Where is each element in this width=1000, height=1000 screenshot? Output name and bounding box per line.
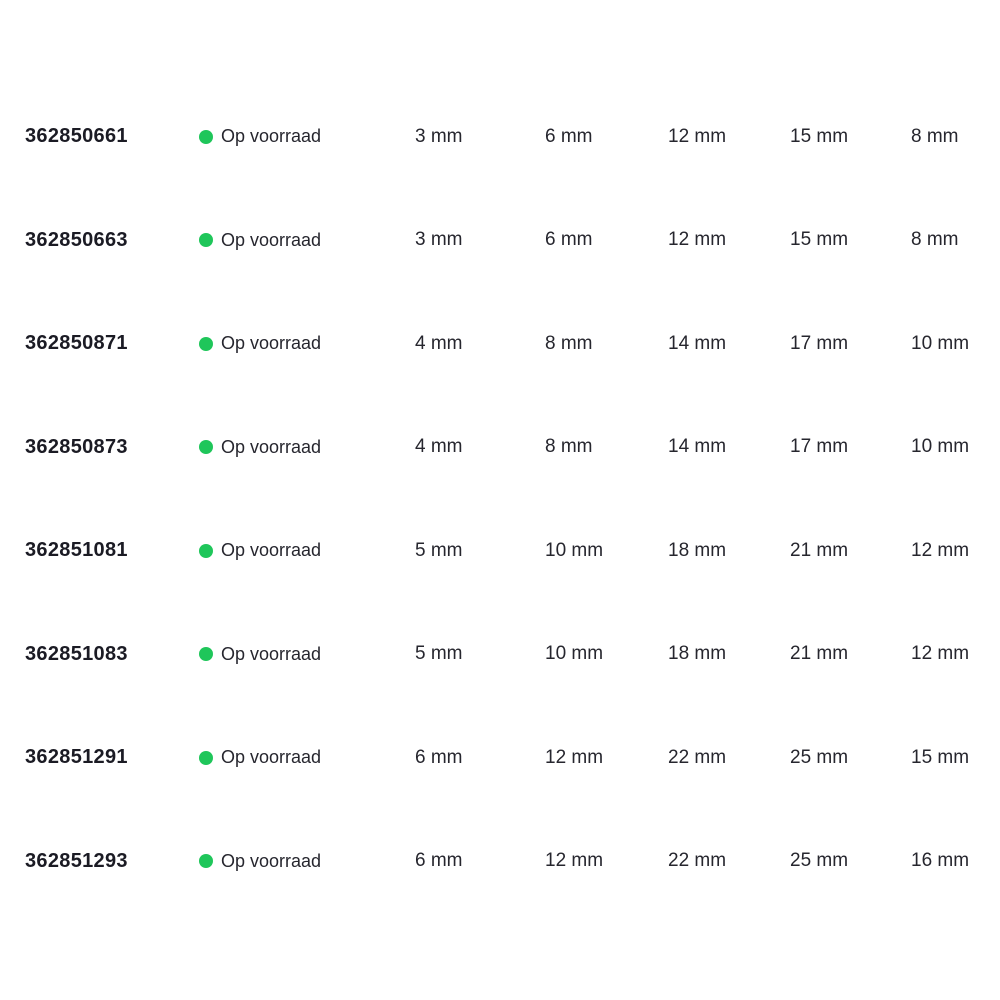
dimension-value-2: 8 mm: [545, 332, 593, 354]
in-stock-dot-icon: [199, 750, 213, 765]
dimension-value-5: 16 mm: [911, 850, 970, 872]
dimension-value-5: 10 mm: [911, 436, 970, 458]
dimension-value-3: 22 mm: [668, 746, 727, 768]
table-row[interactable]: 362851291 Op voorraad 6 mm 12 mm 22 mm 2…: [0, 706, 1000, 810]
dimension-value-2: 10 mm: [545, 539, 604, 561]
stock-status-label: Op voorraad: [221, 540, 322, 561]
dimension-value-3: 14 mm: [668, 436, 727, 458]
product-number: 362850873: [25, 435, 128, 458]
stock-status: Op voorraad: [199, 230, 415, 251]
product-number: 362851081: [25, 539, 128, 562]
dimension-value-2: 8 mm: [545, 436, 593, 458]
dimension-value-3: 18 mm: [668, 539, 727, 561]
in-stock-dot-icon: [199, 647, 213, 662]
product-variant-table: 362850661 Op voorraad 3 mm 6 mm 12 mm 15…: [0, 85, 1000, 913]
dimension-value-4: 25 mm: [790, 850, 849, 872]
stock-status: Op voorraad: [199, 333, 415, 354]
dimension-value-4: 25 mm: [790, 746, 849, 768]
product-number: 362851291: [25, 746, 128, 769]
in-stock-dot-icon: [199, 129, 213, 144]
stock-status: Op voorraad: [199, 437, 415, 458]
dimension-value-4: 21 mm: [790, 643, 849, 665]
dimension-value-1: 5 mm: [415, 643, 463, 665]
stock-status: Op voorraad: [199, 540, 415, 561]
table-row[interactable]: 362851293 Op voorraad 6 mm 12 mm 22 mm 2…: [0, 810, 1000, 914]
stock-status-label: Op voorraad: [221, 643, 322, 664]
dimension-value-2: 6 mm: [545, 125, 593, 147]
product-number: 362850663: [25, 228, 128, 251]
stock-status: Op voorraad: [199, 644, 415, 665]
dimension-value-1: 6 mm: [415, 746, 463, 768]
table-row[interactable]: 362850661 Op voorraad 3 mm 6 mm 12 mm 15…: [0, 85, 1000, 189]
dimension-value-4: 17 mm: [790, 332, 849, 354]
table-row[interactable]: 362851081 Op voorraad 5 mm 10 mm 18 mm 2…: [0, 499, 1000, 603]
dimension-value-2: 10 mm: [545, 643, 604, 665]
table-row[interactable]: 362850873 Op voorraad 4 mm 8 mm 14 mm 17…: [0, 396, 1000, 500]
dimension-value-4: 15 mm: [790, 229, 849, 251]
in-stock-dot-icon: [199, 440, 213, 455]
dimension-value-4: 17 mm: [790, 436, 849, 458]
dimension-value-2: 6 mm: [545, 229, 593, 251]
dimension-value-5: 8 mm: [911, 125, 959, 147]
product-number: 362851083: [25, 642, 128, 665]
stock-status: Op voorraad: [199, 851, 415, 872]
dimension-value-3: 14 mm: [668, 332, 727, 354]
product-number: 362851293: [25, 849, 128, 872]
dimension-value-3: 12 mm: [668, 229, 727, 251]
dimension-value-5: 10 mm: [911, 332, 970, 354]
stock-status: Op voorraad: [199, 747, 415, 768]
table-row[interactable]: 362850663 Op voorraad 3 mm 6 mm 12 mm 15…: [0, 189, 1000, 293]
product-number: 362850871: [25, 332, 128, 355]
dimension-value-1: 3 mm: [415, 229, 463, 251]
in-stock-dot-icon: [199, 854, 213, 869]
in-stock-dot-icon: [199, 543, 213, 558]
dimension-value-2: 12 mm: [545, 746, 604, 768]
stock-status-label: Op voorraad: [221, 126, 322, 147]
dimension-value-5: 12 mm: [911, 643, 970, 665]
stock-status-label: Op voorraad: [221, 229, 322, 250]
dimension-value-3: 18 mm: [668, 643, 727, 665]
stock-status-label: Op voorraad: [221, 747, 322, 768]
stock-status-label: Op voorraad: [221, 850, 322, 871]
stock-status-label: Op voorraad: [221, 436, 322, 457]
dimension-value-3: 22 mm: [668, 850, 727, 872]
dimension-value-5: 12 mm: [911, 539, 970, 561]
table-row[interactable]: 362850871 Op voorraad 4 mm 8 mm 14 mm 17…: [0, 292, 1000, 396]
dimension-value-5: 15 mm: [911, 746, 970, 768]
dimension-value-1: 3 mm: [415, 125, 463, 147]
dimension-value-5: 8 mm: [911, 229, 959, 251]
dimension-value-3: 12 mm: [668, 125, 727, 147]
dimension-value-4: 21 mm: [790, 539, 849, 561]
dimension-value-1: 4 mm: [415, 436, 463, 458]
stock-status: Op voorraad: [199, 126, 415, 147]
dimension-value-2: 12 mm: [545, 850, 604, 872]
dimension-value-1: 4 mm: [415, 332, 463, 354]
dimension-value-1: 5 mm: [415, 539, 463, 561]
stock-status-label: Op voorraad: [221, 333, 322, 354]
table-row[interactable]: 362851083 Op voorraad 5 mm 10 mm 18 mm 2…: [0, 603, 1000, 707]
dimension-value-4: 15 mm: [790, 125, 849, 147]
in-stock-dot-icon: [199, 336, 213, 351]
product-number: 362850661: [25, 125, 128, 148]
in-stock-dot-icon: [199, 233, 213, 248]
dimension-value-1: 6 mm: [415, 850, 463, 872]
